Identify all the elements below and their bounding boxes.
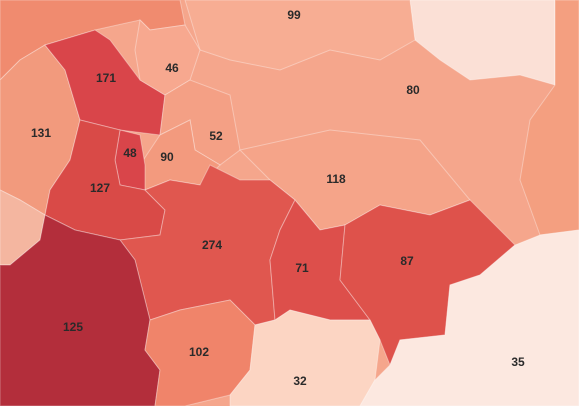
region-labels: 99 80 171 46 131 48 90 52 127 118 274 71 87 125 102 32 3… — [31, 8, 525, 388]
region-label: 118 — [326, 172, 346, 186]
region — [184, 0, 416, 71]
region-label: 87 — [400, 254, 414, 268]
region-label: 125 — [63, 320, 83, 334]
region — [229, 309, 381, 406]
region-label: 46 — [165, 61, 179, 75]
region-label: 32 — [293, 374, 307, 388]
region-label: 71 — [295, 261, 309, 275]
region-label: 102 — [189, 345, 209, 359]
region-label: 127 — [90, 181, 110, 195]
region-label: 90 — [160, 150, 174, 164]
region-label: 35 — [511, 355, 525, 369]
region — [0, 214, 161, 406]
region-label: 80 — [406, 83, 420, 97]
region-label: 99 — [287, 8, 301, 22]
region-label: 274 — [202, 238, 222, 252]
region — [359, 229, 579, 406]
region-label: 171 — [96, 71, 116, 85]
region — [519, 0, 579, 236]
region-label: 131 — [31, 126, 51, 140]
region-label: 48 — [123, 146, 137, 160]
region-label: 52 — [209, 129, 223, 143]
